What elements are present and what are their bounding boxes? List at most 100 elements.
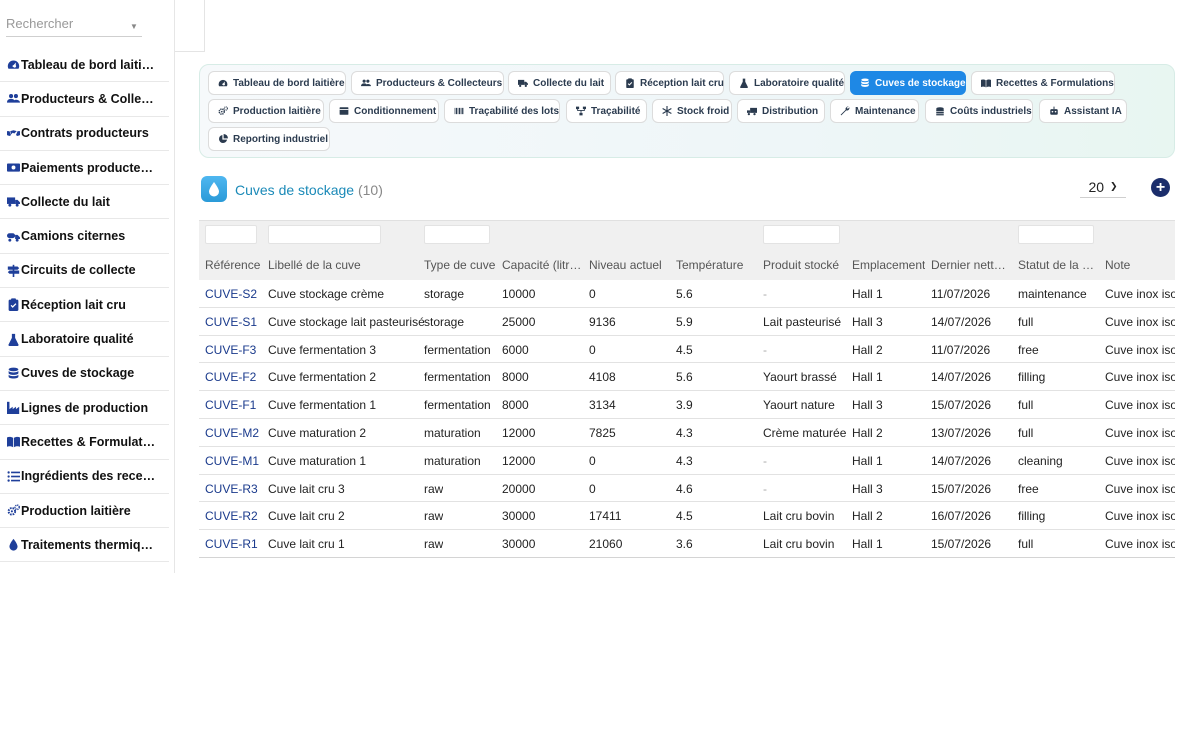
- column-header[interactable]: Type de cuve: [424, 258, 496, 272]
- module-tab[interactable]: Stock froid: [652, 99, 732, 123]
- column-header[interactable]: Libellé de la cuve: [268, 258, 361, 272]
- table-row[interactable]: CUVE-R3 Cuve lait cru 3 raw 20000 0 4.6 - Hall …: [199, 475, 1175, 503]
- sidebar-item[interactable]: Traitements thermiques: [0, 528, 169, 563]
- table-cell: Cuve inox isotherme: [1105, 342, 1175, 357]
- table-cell: 4.5: [676, 342, 693, 357]
- row-reference-link[interactable]: CUVE-S2: [205, 287, 258, 301]
- sidebar-item-partial[interactable]: [0, 562, 169, 573]
- sidebar-item[interactable]: Tableau de bord laitière: [0, 48, 169, 83]
- column-header[interactable]: Dernier nettoyage: [931, 258, 1011, 272]
- table-cell: 16/07/2026: [931, 509, 992, 524]
- table-row[interactable]: CUVE-R1 Cuve lait cru 1 raw 30000 21060 3.6 La…: [199, 530, 1175, 557]
- sidebar-item[interactable]: Collecte du lait: [0, 185, 169, 220]
- sidebar-item[interactable]: Cuves de stockage: [0, 357, 169, 391]
- table-cell: Cuve stockage lait pasteurisé: [268, 314, 425, 329]
- sidebar-item[interactable]: Producteurs & Collecteurs: [0, 82, 169, 117]
- sidebar-item[interactable]: Camions citernes: [0, 219, 169, 254]
- sidebar-item[interactable]: Recettes & Formulations: [0, 425, 169, 460]
- table-cell: Cuve lait cru 1: [268, 537, 345, 552]
- module-tab[interactable]: Réception lait cru: [615, 71, 724, 95]
- table-cell: maintenance: [1018, 287, 1087, 301]
- row-reference-link[interactable]: CUVE-F3: [205, 342, 257, 357]
- column-filter-input[interactable]: [1018, 225, 1094, 244]
- per-page-select[interactable]: 20 ❯: [1080, 176, 1126, 198]
- table-row[interactable]: CUVE-F1 Cuve fermentation 1 fermentation 80…: [199, 391, 1175, 419]
- module-tab[interactable]: Maintenance: [830, 99, 919, 123]
- module-tab[interactable]: Conditionnement: [329, 99, 439, 123]
- table-row[interactable]: CUVE-M2 Cuve maturation 2 maturation 12000 7…: [199, 419, 1175, 447]
- column-header[interactable]: Référence: [205, 258, 261, 272]
- table-row[interactable]: CUVE-S2 Cuve stockage crème storage 10000 0 5…: [199, 280, 1175, 308]
- module-tab[interactable]: Collecte du lait: [508, 71, 611, 95]
- table-cell: -: [763, 453, 767, 468]
- column-filter-input[interactable]: [424, 225, 490, 244]
- sidebar-item[interactable]: Contrats producteurs: [0, 117, 169, 151]
- column-header[interactable]: Produit stocké: [763, 258, 840, 272]
- module-tab[interactable]: Coûts industriels: [925, 99, 1033, 123]
- column-header[interactable]: Emplacement: [852, 258, 926, 272]
- module-tab-label: Production laitière: [233, 105, 321, 117]
- column-filter-input[interactable]: [205, 225, 257, 244]
- sidebar-nav: Tableau de bord laitière Producteurs & Co…: [0, 48, 174, 573]
- search-input[interactable]: [6, 12, 142, 37]
- table-cell: 0: [589, 453, 596, 468]
- module-tab[interactable]: Reporting industriel: [208, 127, 330, 151]
- sidebar-item[interactable]: Réception lait cru: [0, 288, 169, 323]
- column-filter-input[interactable]: [268, 225, 381, 244]
- row-reference-link[interactable]: CUVE-R1: [205, 537, 258, 552]
- table-row[interactable]: CUVE-M1 Cuve maturation 1 maturation 12000 0…: [199, 447, 1175, 475]
- table-row[interactable]: CUVE-F3 Cuve fermentation 3 fermentation 60…: [199, 336, 1175, 364]
- add-record-button[interactable]: +: [1151, 178, 1170, 197]
- row-reference-link[interactable]: CUVE-R3: [205, 481, 258, 496]
- module-tab[interactable]: Distribution: [737, 99, 825, 123]
- module-tab[interactable]: Assistant IA: [1039, 99, 1127, 123]
- module-tab[interactable]: Laboratoire qualité: [729, 71, 845, 95]
- column-header[interactable]: Statut de la cuve: [1018, 258, 1098, 272]
- column-header[interactable]: Niveau actuel: [589, 258, 662, 272]
- module-tab[interactable]: Production laitière: [208, 99, 324, 123]
- table-row[interactable]: CUVE-S1 Cuve stockage lait pasteurisé stor…: [199, 308, 1175, 336]
- column-filter-input[interactable]: [763, 225, 840, 244]
- table-cell: Cuve lait cru 2: [268, 509, 345, 524]
- module-tab-label: Réception lait cru: [640, 77, 724, 89]
- search-dropdown-icon[interactable]: ▼: [130, 22, 138, 31]
- table-cell: 3.6: [676, 537, 693, 552]
- sidebar-item-label: Camions citernes: [21, 229, 126, 244]
- module-tab[interactable]: Traçabilité des lots: [444, 99, 560, 123]
- sidebar-item[interactable]: Circuits de collecte: [0, 254, 169, 289]
- pie-chart-icon: [218, 134, 228, 144]
- table-row[interactable]: CUVE-F2 Cuve fermentation 2 fermentation 80…: [199, 363, 1175, 392]
- search-box: ▼: [0, 0, 174, 48]
- table-row[interactable]: CUVE-R2 Cuve lait cru 2 raw 30000 17411 4.5 La…: [199, 502, 1175, 531]
- table-cell: 3134: [589, 398, 616, 413]
- table-cell: 8000: [502, 370, 529, 385]
- column-header[interactable]: Note: [1105, 258, 1131, 272]
- table-cell: 9136: [589, 314, 616, 329]
- table-cell: Cuve lait cru 3: [268, 481, 345, 496]
- sidebar-item-label: Laboratoire qualité: [21, 332, 134, 347]
- row-reference-link[interactable]: CUVE-S1: [205, 314, 258, 329]
- sidebar-item[interactable]: Laboratoire qualité: [0, 322, 169, 357]
- module-tab[interactable]: Recettes & Formulations: [971, 71, 1115, 95]
- table-cell: Hall 3: [852, 481, 883, 496]
- module-tab[interactable]: Cuves de stockage: [850, 71, 966, 95]
- row-reference-link[interactable]: CUVE-F1: [205, 398, 257, 413]
- sidebar-item[interactable]: Production laitière: [0, 494, 169, 529]
- gauge-icon: [218, 78, 228, 88]
- row-reference-link[interactable]: CUVE-M2: [205, 425, 260, 440]
- sidebar-item[interactable]: Lignes de production: [0, 391, 169, 426]
- module-tab[interactable]: Producteurs & Collecteurs: [351, 71, 504, 95]
- sidebar-item[interactable]: Paiements producteurs: [0, 151, 169, 186]
- table-cell: 25000: [502, 314, 536, 329]
- table-cell: 15/07/2026: [931, 398, 992, 413]
- gears-icon: [218, 106, 228, 116]
- sidebar-item[interactable]: Ingrédients des recettes: [0, 460, 169, 494]
- table-cell: 6000: [502, 342, 529, 357]
- module-tab[interactable]: Tableau de bord laitière: [208, 71, 346, 95]
- column-header[interactable]: Capacité (litres): [502, 258, 582, 272]
- row-reference-link[interactable]: CUVE-F2: [205, 370, 257, 385]
- module-tab[interactable]: Traçabilité: [566, 99, 647, 123]
- row-reference-link[interactable]: CUVE-M1: [205, 453, 260, 468]
- column-header[interactable]: Température: [676, 258, 744, 272]
- row-reference-link[interactable]: CUVE-R2: [205, 509, 258, 524]
